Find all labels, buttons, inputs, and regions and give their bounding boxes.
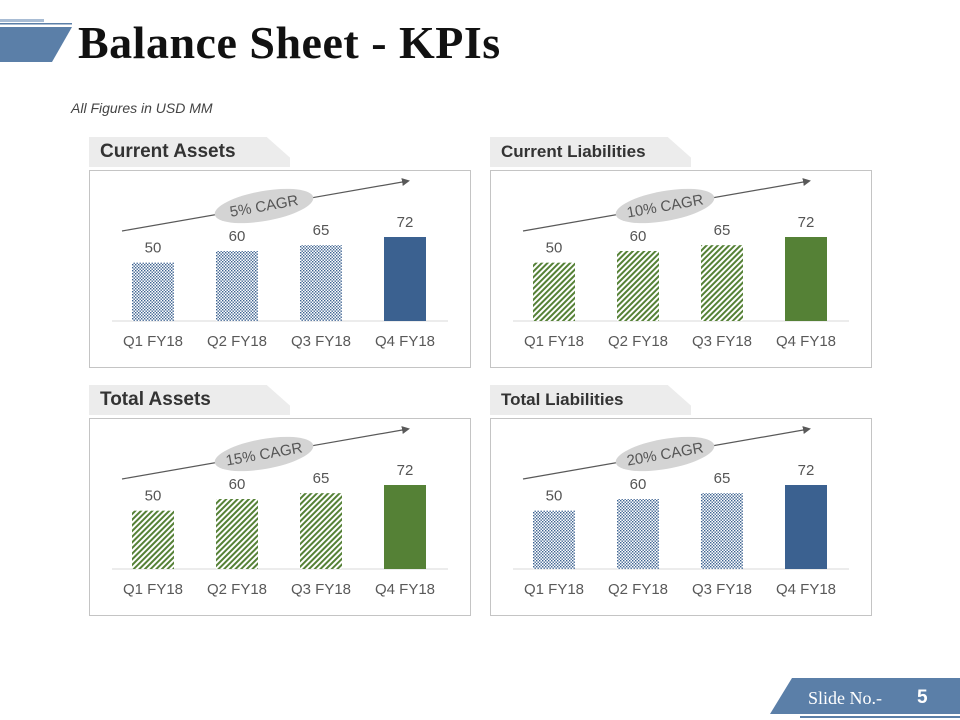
bar-q2-fy18 (617, 251, 659, 321)
bar-q2-fy18 (216, 499, 258, 569)
bar-value-label: 50 (145, 488, 162, 505)
bar-q1-fy18 (132, 262, 174, 321)
bar-value-label: 65 (714, 222, 731, 239)
bar-value-label: 72 (397, 462, 414, 479)
header-decoration (0, 19, 72, 62)
slide-number: 5 (917, 687, 928, 708)
bar-q2-fy18 (216, 251, 258, 321)
x-tick-label: Q4 FY18 (375, 581, 435, 598)
chart-canvas: 50 Q1 FY18 60 Q2 FY18 65 Q3 FY18 72 Q4 FY18 10% … (513, 178, 849, 350)
bar-value-label: 72 (798, 462, 815, 479)
chart-tab-total-assets: Total Assets (89, 385, 290, 415)
bar-value-label: 60 (630, 228, 647, 245)
bar-value-label: 65 (714, 470, 731, 487)
x-tick-label: Q1 FY18 (524, 333, 584, 350)
chart-tab-background (490, 385, 691, 415)
chart-title: Total Assets (100, 389, 211, 410)
cagr-annotation: 15% CAGR (214, 436, 314, 472)
x-tick-label: Q3 FY18 (291, 581, 351, 598)
bar-q3-fy18 (300, 493, 342, 569)
bar-q4-fy18 (785, 237, 827, 321)
bar-q3-fy18 (300, 245, 342, 321)
bar-value-label: 72 (798, 214, 815, 231)
chart-tab-total-liabilities: Total Liabilities (490, 385, 691, 415)
bar-q4-fy18 (785, 485, 827, 569)
x-tick-label: Q4 FY18 (776, 333, 836, 350)
chart-canvas: 50 Q1 FY18 60 Q2 FY18 65 Q3 FY18 72 Q4 FY18 15% … (112, 426, 448, 598)
x-tick-label: Q3 FY18 (692, 581, 752, 598)
x-tick-label: Q1 FY18 (123, 333, 183, 350)
bar-value-label: 50 (546, 240, 563, 257)
chart-canvas: 50 Q1 FY18 60 Q2 FY18 65 Q3 FY18 72 Q4 FY18 5% C… (112, 178, 448, 350)
bar-q4-fy18 (384, 485, 426, 569)
chart-current-assets: 50 Q1 FY18 60 Q2 FY18 65 Q3 FY18 72 Q4 FY18 5% C… (89, 170, 471, 368)
cagr-badge (214, 188, 314, 224)
chart-tab-background (89, 137, 290, 167)
bar-value-label: 65 (313, 222, 330, 239)
cagr-annotation: 5% CAGR (214, 188, 314, 224)
cagr-annotation: 10% CAGR (615, 188, 715, 224)
bar-q3-fy18 (701, 245, 743, 321)
x-tick-label: Q2 FY18 (207, 333, 267, 350)
bar-value-label: 60 (229, 476, 246, 493)
chart-canvas: 50 Q1 FY18 60 Q2 FY18 65 Q3 FY18 72 Q4 FY18 20% … (513, 426, 849, 598)
x-tick-label: Q2 FY18 (608, 333, 668, 350)
x-tick-label: Q1 FY18 (524, 581, 584, 598)
bar-value-label: 72 (397, 214, 414, 231)
chart-title: Total Liabilities (501, 390, 624, 409)
bar-value-label: 50 (546, 488, 563, 505)
x-tick-label: Q2 FY18 (207, 581, 267, 598)
chart-total-assets: 50 Q1 FY18 60 Q2 FY18 65 Q3 FY18 72 Q4 FY18 15% … (89, 418, 471, 616)
chart-tab-background (89, 385, 290, 415)
x-tick-label: Q4 FY18 (776, 581, 836, 598)
chart-tab-background (490, 137, 691, 167)
bar-value-label: 60 (229, 228, 246, 245)
footer-banner (770, 678, 960, 718)
cagr-badge (615, 188, 715, 224)
x-tick-label: Q2 FY18 (608, 581, 668, 598)
bar-q3-fy18 (701, 493, 743, 569)
x-tick-label: Q4 FY18 (375, 333, 435, 350)
chart-tab-current-assets: Current Assets (89, 137, 290, 167)
bar-value-label: 60 (630, 476, 647, 493)
bar-value-label: 50 (145, 240, 162, 257)
bar-q1-fy18 (533, 262, 575, 321)
chart-title: Current Liabilities (501, 142, 646, 161)
bar-q4-fy18 (384, 237, 426, 321)
cagr-annotation: 20% CAGR (615, 436, 715, 472)
cagr-badge (615, 436, 715, 472)
page-title: Balance Sheet - KPIs (78, 17, 501, 68)
slide-number-label: Slide No.- (808, 688, 882, 708)
bar-value-label: 65 (313, 470, 330, 487)
bar-q2-fy18 (617, 499, 659, 569)
x-tick-label: Q1 FY18 (123, 581, 183, 598)
chart-total-liabilities: 50 Q1 FY18 60 Q2 FY18 65 Q3 FY18 72 Q4 FY18 20% … (490, 418, 872, 616)
bar-q1-fy18 (132, 510, 174, 569)
chart-current-liabilities: 50 Q1 FY18 60 Q2 FY18 65 Q3 FY18 72 Q4 FY18 10% … (490, 170, 872, 368)
x-tick-label: Q3 FY18 (692, 333, 752, 350)
x-tick-label: Q3 FY18 (291, 333, 351, 350)
chart-tab-current-liabilities: Current Liabilities (490, 137, 691, 167)
chart-title: Current Assets (100, 141, 236, 162)
units-note: All Figures in USD MM (71, 100, 213, 116)
slide-number-footer: Slide No.- 5 (770, 678, 960, 720)
bar-q1-fy18 (533, 510, 575, 569)
cagr-badge (214, 436, 314, 472)
